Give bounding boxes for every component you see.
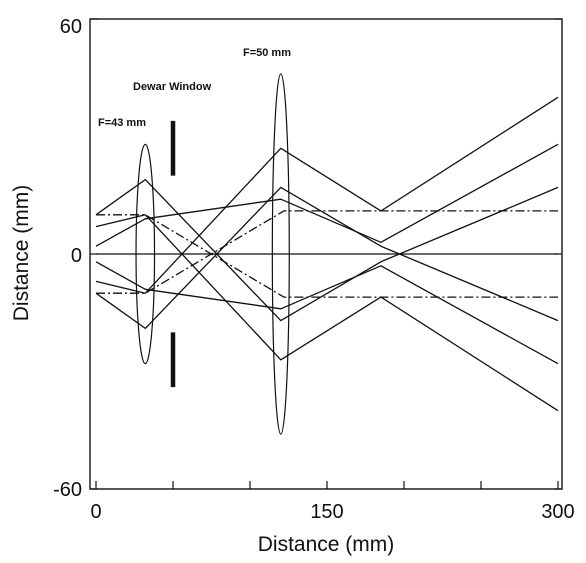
- x-tick-label-mid: 150: [310, 501, 343, 523]
- x-tick-label-end: 300: [541, 501, 574, 523]
- marginal-ray-2: [95, 214, 559, 412]
- ray-paths: [95, 96, 559, 412]
- x-tick-label-zero: 0: [90, 501, 101, 523]
- y-tick-label-bottom: -60: [53, 479, 82, 501]
- chief-ray-8: [96, 210, 558, 294]
- dewar-window-label: Dewar Window: [133, 81, 212, 93]
- lens1-focal-label: F=43 mm: [98, 117, 146, 129]
- x-axis-ticks: [95, 481, 559, 489]
- y-tick-label-zero: 0: [71, 245, 82, 267]
- chief-ray-7: [96, 214, 558, 298]
- lenses: [135, 73, 290, 435]
- marginal-ray-5: [95, 261, 559, 365]
- marginal-ray-1: [95, 186, 559, 330]
- lens1-shape: [135, 143, 156, 365]
- marginal-ray-4: [95, 143, 559, 247]
- x-axis-title: Distance (mm): [258, 533, 395, 556]
- lens2-shape: [271, 73, 290, 435]
- y-tick-label-top: 60: [60, 16, 82, 38]
- lens2-focal-label: F=50 mm: [243, 47, 291, 59]
- y-axis-title: Distance (mm): [10, 185, 33, 322]
- marginal-ray-0: [95, 178, 559, 322]
- marginal-ray-3: [95, 96, 559, 294]
